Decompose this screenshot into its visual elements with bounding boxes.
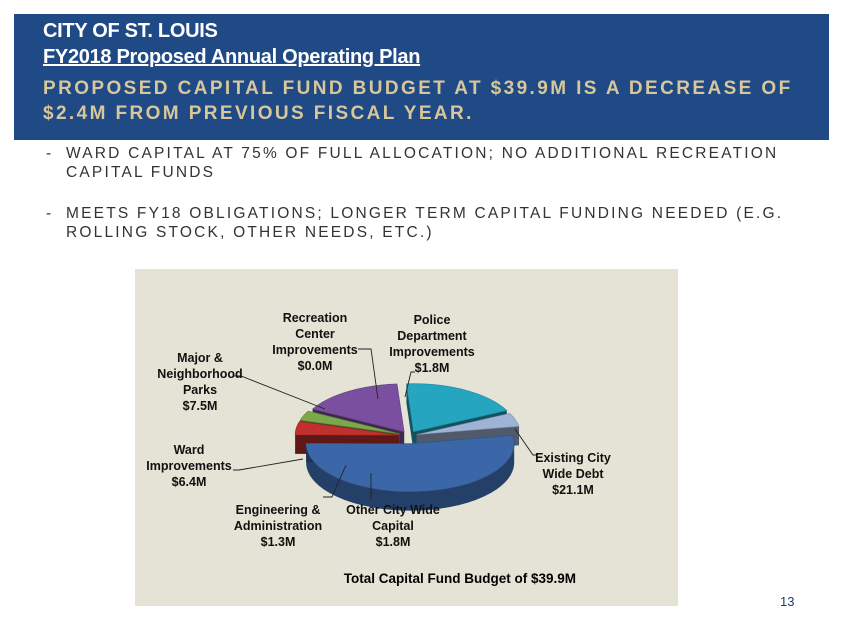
page-number: 13: [780, 594, 795, 609]
leader-line: [358, 348, 379, 400]
bullet-dash: -: [46, 145, 54, 162]
bullet-item: - MEETS FY18 OBLIGATIONS; LONGER TERM CA…: [46, 204, 826, 242]
slice-label: Ward Improvements $6.4M: [146, 443, 231, 489]
slide-subtitle: PROPOSED CAPITAL FUND BUDGET AT $39.9M I…: [43, 78, 793, 124]
bullet-dash: -: [46, 205, 54, 222]
leader-lines: [233, 348, 537, 499]
pie-slice-top: [416, 413, 520, 435]
leader-line: [233, 375, 326, 410]
bullet-text: WARD CAPITAL AT 75% OF FULL ALLOCATION; …: [66, 145, 779, 181]
bullet-list: - WARD CAPITAL AT 75% OF FULL ALLOCATION…: [46, 144, 826, 264]
slice-label: Recreation Center Improvements $0.0M: [272, 311, 357, 373]
slice-label: Police Department Improvements $1.8M: [389, 313, 474, 375]
leader-line: [514, 428, 537, 456]
pie-slice-top: [406, 383, 508, 433]
city-title: CITY OF ST. LOUIS: [43, 20, 218, 42]
plan-title: FY2018 Proposed Annual Operating Plan: [43, 46, 421, 68]
slice-label: Engineering & Administration $1.3M: [234, 503, 322, 549]
pie-slice: [305, 435, 515, 511]
pie-slices: [294, 383, 520, 511]
pie-slice-top: [305, 435, 515, 492]
pie-slice-top: [294, 421, 400, 436]
pie-chart: Existing City Wide Debt $21.1M Other City W…: [146, 311, 611, 586]
slice-label: Major & Neighborhood Parks $7.5M: [157, 351, 242, 413]
leader-line: [404, 371, 415, 398]
bullet-text: MEETS FY18 OBLIGATIONS; LONGER TERM CAPI…: [66, 205, 784, 241]
pie-slice-top: [299, 410, 400, 435]
title-banner: CITY OF ST. LOUIS FY2018 Proposed Annual…: [14, 14, 829, 140]
slice-label: Existing City Wide Debt $21.1M: [535, 451, 611, 497]
pie-slice-top: [311, 383, 405, 433]
slice-label: Other City Wide Capital $1.8M: [346, 503, 440, 549]
pie-slice-side: [306, 443, 515, 511]
chart-panel: Existing City Wide Debt $21.1M Other City W…: [135, 269, 678, 606]
slice-labels: Existing City Wide Debt $21.1M Other City W…: [146, 311, 611, 549]
pie-slice-edge: [406, 383, 414, 451]
leader-line: [233, 458, 304, 471]
leader-line: [323, 464, 347, 498]
chart-title: Total Capital Fund Budget of $39.9M: [344, 571, 576, 586]
bullet-item: - WARD CAPITAL AT 75% OF FULL ALLOCATION…: [46, 144, 826, 182]
